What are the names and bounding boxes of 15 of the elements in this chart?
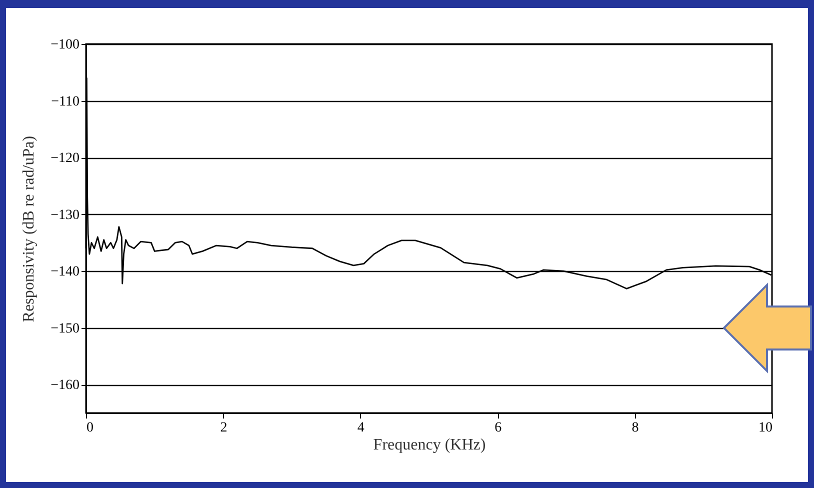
x-tick-label: 8 bbox=[632, 420, 639, 436]
y-axis-title: Responsivity (dB re rad/uPa) bbox=[20, 136, 38, 322]
x-tick-label: 0 bbox=[86, 420, 94, 436]
y-tick-label: −160 bbox=[50, 378, 80, 394]
x-tick-label: 4 bbox=[357, 420, 364, 436]
x-tick-label: 2 bbox=[220, 420, 228, 436]
y-tick-label: −130 bbox=[50, 208, 80, 223]
x-tick-label: 10 bbox=[758, 420, 772, 436]
y-tick-label: −140 bbox=[50, 264, 80, 280]
y-tick-label: −120 bbox=[50, 151, 80, 166]
y-tick-label: −110 bbox=[51, 94, 80, 110]
x-axis-title: Frequency (KHz) bbox=[373, 436, 486, 454]
x-tick-label: 6 bbox=[494, 420, 502, 436]
y-tick-label: −100 bbox=[50, 38, 80, 52]
y-tick-label: −150 bbox=[50, 321, 80, 336]
